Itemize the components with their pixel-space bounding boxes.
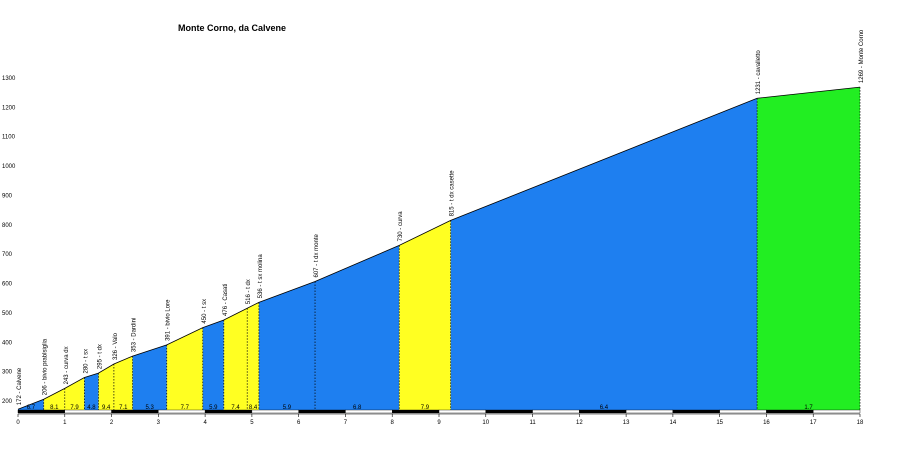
distance-band xyxy=(672,409,720,414)
distance-band xyxy=(485,409,533,414)
x-tick-label: 9 xyxy=(437,420,441,426)
profile-segment xyxy=(43,388,65,411)
profile-segment xyxy=(315,245,400,411)
waypoint-label: 815 - t dx casette xyxy=(450,170,456,217)
gradient-label: 8.4 xyxy=(249,405,258,411)
y-tick-label: 900 xyxy=(2,193,13,199)
waypoint-label: 450 - t sx xyxy=(202,299,208,324)
x-tick-label: 1 xyxy=(63,420,67,426)
waypoint-divider-layer xyxy=(43,87,861,411)
y-tick-label: 1000 xyxy=(2,164,16,170)
profile-segment xyxy=(166,327,203,411)
y-tick-label: 400 xyxy=(2,340,13,346)
x-tick-label: 12 xyxy=(576,420,583,426)
waypoint-label: 280 - t sx xyxy=(83,349,89,374)
y-tick-label: 800 xyxy=(2,223,13,229)
x-tick-label: 0 xyxy=(16,420,20,426)
y-tick-label: 200 xyxy=(2,399,13,405)
waypoint-label: 476 - Casati xyxy=(223,284,229,316)
gradient-label-layer: 6.7 8.1 7.9 4.8 9.4 7.1 5.3 7.7 5.9 7.4 8.4 5.9 6.8 7… xyxy=(27,405,814,411)
waypoint-label: 172 - Calvene xyxy=(17,367,23,405)
profile-segment xyxy=(113,356,133,411)
gradient-label: 6.4 xyxy=(600,405,609,411)
profile-segment xyxy=(247,302,259,411)
gradient-label: 7.9 xyxy=(70,405,79,411)
distance-band xyxy=(392,409,440,414)
gradient-label: 5.9 xyxy=(283,405,292,411)
waypoint-label: 326 - Valo xyxy=(113,332,119,360)
y-tick-label: 1200 xyxy=(2,105,16,111)
distance-band xyxy=(251,409,299,414)
gradient-label: 7.9 xyxy=(421,405,430,411)
distance-band xyxy=(438,409,486,414)
x-tick-label: 8 xyxy=(391,420,395,426)
gradient-label: 5.9 xyxy=(209,405,218,411)
profile-segment xyxy=(757,87,860,412)
waypoint-label: 536 - t sx molina xyxy=(258,254,264,299)
x-tick-label: 7 xyxy=(344,420,348,426)
waypoint-label: 1269 - Monte Corno xyxy=(859,29,865,83)
x-tick-label: 2 xyxy=(110,420,114,426)
gradient-label: 7.7 xyxy=(181,405,190,411)
x-tick-label: 3 xyxy=(157,420,161,426)
distance-bar xyxy=(17,409,861,414)
waypoint-label-layer: 172 - Calvene 206 - bivio prablsiglia 243 … xyxy=(17,29,865,405)
distance-band xyxy=(532,409,580,414)
gradient-label: 5.3 xyxy=(146,405,155,411)
y-tick-label: 1300 xyxy=(2,76,16,82)
x-tick-label: 5 xyxy=(250,420,254,426)
x-tick-label: 11 xyxy=(529,420,536,426)
profile-segment xyxy=(18,399,44,411)
waypoint-label: 516 - t dx xyxy=(246,279,252,304)
x-tick-label: 14 xyxy=(670,420,677,426)
waypoint-label: 353 - Dardini xyxy=(132,318,138,352)
x-tick-label: 4 xyxy=(203,420,207,426)
x-axis: 0 1 2 3 4 5 6 7 8 9 10 11 12 13 14 15 16 17 18 xyxy=(16,413,864,426)
profile-segment xyxy=(399,220,451,411)
distance-band xyxy=(298,409,346,414)
y-tick-label: 700 xyxy=(2,252,13,258)
x-tick-label: 10 xyxy=(482,420,489,426)
gradient-label: 6.7 xyxy=(27,405,36,411)
waypoint-label: 607 - t dx monte xyxy=(314,233,320,277)
gradient-label: 7.4 xyxy=(231,405,240,411)
profile-segment xyxy=(258,281,316,411)
x-tick-label: 18 xyxy=(857,420,864,426)
profile-segment xyxy=(132,344,167,411)
gradient-label: 9.4 xyxy=(102,405,111,411)
waypoint-label: 1231 - cavalletto xyxy=(756,50,762,95)
profile-segment xyxy=(450,98,758,411)
y-tick-label: 600 xyxy=(2,282,13,288)
x-tick-label: 6 xyxy=(297,420,301,426)
waypoint-label: 206 - bivio prablsiglia xyxy=(43,338,49,395)
x-tick-label: 16 xyxy=(763,420,770,426)
profile-segment xyxy=(223,308,248,411)
chart-title: Monte Corno, da Calvene xyxy=(178,23,286,33)
profile-segment xyxy=(98,364,114,411)
y-tick-label: 500 xyxy=(2,311,13,317)
distance-band xyxy=(719,409,767,414)
y-tick-label: 300 xyxy=(2,370,13,376)
waypoint-label: 295 - t dx xyxy=(97,344,103,369)
y-axis: 1300 1200 1100 1000 900 800 700 600 500 400 300 200 xyxy=(2,76,16,405)
y-tick-label: 1100 xyxy=(2,135,16,141)
gradient-label: 8.1 xyxy=(50,405,59,411)
waypoint-label: 730 - curva xyxy=(398,211,404,242)
profile-segment xyxy=(202,319,224,411)
x-tick-label: 15 xyxy=(716,420,723,426)
gradient-label: 1.7 xyxy=(804,405,813,411)
distance-band xyxy=(625,409,674,414)
gradient-label: 6.8 xyxy=(353,405,362,411)
profile-fill-layer xyxy=(17,86,861,412)
distance-band xyxy=(813,409,861,414)
gradient-label: 7.1 xyxy=(119,405,128,411)
waypoint-label: 243 - curva dx xyxy=(64,346,70,384)
profile-segment xyxy=(84,373,99,411)
waypoint-label: 391 - bivio Lore xyxy=(166,299,172,341)
x-tick-label: 13 xyxy=(623,420,630,426)
gradient-label: 4.8 xyxy=(87,405,96,411)
x-tick-label: 17 xyxy=(810,420,817,426)
